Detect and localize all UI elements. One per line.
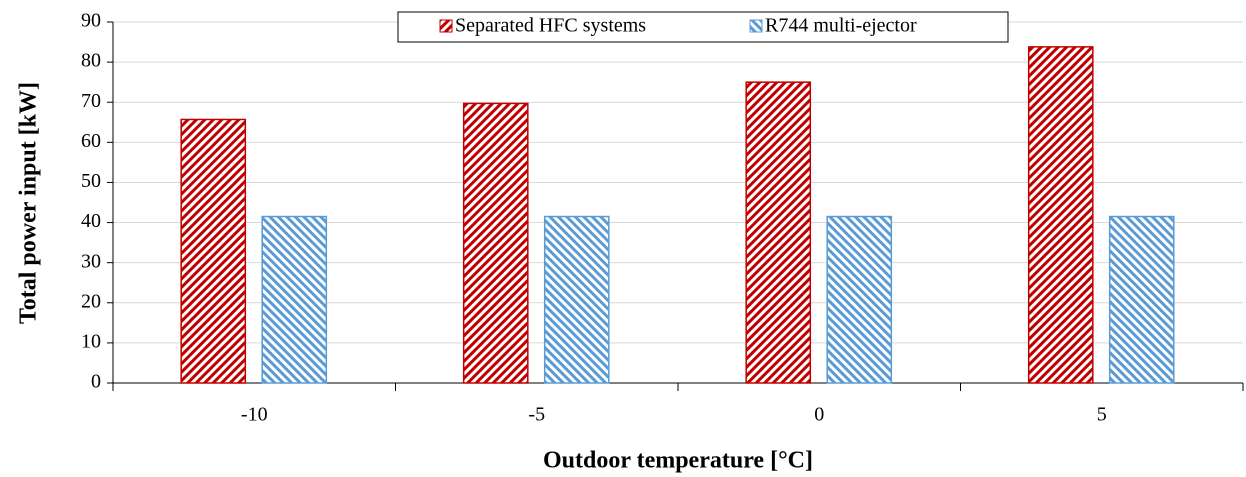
legend-label: R744 multi-ejector [765, 15, 917, 37]
y-axis-title: Total power input [kW] [16, 82, 42, 324]
bar [1108, 215, 1175, 384]
y-tick-label: 30 [81, 250, 101, 272]
y-tick-label: 80 [81, 50, 101, 72]
x-tick-label: 5 [1097, 404, 1107, 426]
bar [826, 215, 893, 384]
bar [180, 118, 247, 384]
legend-box [397, 11, 1009, 43]
legend-swatch [749, 19, 763, 33]
x-tick-label: 0 [814, 404, 824, 426]
legend-swatch [439, 19, 453, 33]
y-tick-label: 40 [81, 210, 101, 232]
bar [462, 102, 529, 384]
legend-label: Separated HFC systems [455, 15, 646, 37]
x-axis-title: Outdoor temperature [°C] [543, 448, 813, 474]
bar [745, 81, 812, 384]
y-tick-label: 20 [81, 290, 101, 312]
y-tick-label: 90 [81, 10, 101, 32]
y-tick-label: 70 [81, 90, 101, 112]
bar [1027, 46, 1094, 384]
y-tick-label: 10 [81, 330, 101, 352]
x-tick-label: -5 [528, 404, 545, 426]
x-tick-label: -10 [241, 404, 268, 426]
y-tick-label: 0 [91, 371, 101, 393]
bar [261, 215, 328, 384]
bar [543, 215, 610, 384]
y-tick-label: 60 [81, 130, 101, 152]
y-tick-label: 50 [81, 170, 101, 192]
